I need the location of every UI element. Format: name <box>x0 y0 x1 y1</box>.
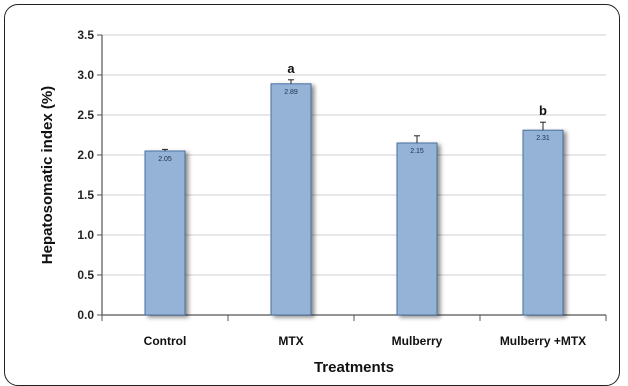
bar <box>396 142 438 316</box>
y-tick-label: 2.0 <box>77 148 94 162</box>
x-tick-label: Mulberry +MTX <box>500 334 586 348</box>
data-label: 2.31 <box>536 135 550 142</box>
bar <box>270 83 312 316</box>
y-tick-labels: 0.0 0.5 1.0 1.5 2.0 2.5 3.0 3.5 <box>77 28 94 322</box>
y-tick-label: 0.5 <box>77 268 94 282</box>
x-tick-label: Control <box>144 334 187 348</box>
x-tick-label: Mulberry <box>392 334 443 348</box>
significance-label: b <box>539 103 547 118</box>
x-tick-labels: Control MTX Mulberry Mulberry +MTX <box>144 334 587 348</box>
data-label: 2.89 <box>284 89 298 96</box>
y-tick-label: 1.0 <box>77 228 94 242</box>
bar-chart: 0.00.51.01.52.02.53.03.5 2.052.89a2.152.… <box>39 28 607 374</box>
y-tick-label: 2.5 <box>77 108 94 122</box>
y-tick-label: 3.0 <box>77 68 94 82</box>
significance-label: a <box>287 61 295 76</box>
axes <box>97 34 607 321</box>
y-tick-label: 1.5 <box>77 188 94 202</box>
y-tick-label: 0.0 <box>77 308 94 322</box>
y-tick-label: 3.5 <box>77 28 94 42</box>
x-tick-label: MTX <box>278 334 303 348</box>
bars: 2.05 2.89 a 2.15 2.31 b <box>144 61 564 316</box>
bar <box>144 150 186 316</box>
bar <box>522 129 564 316</box>
data-label: 2.05 <box>158 156 172 163</box>
data-label: 2.15 <box>410 148 424 155</box>
y-axis-title: Hepatosomatic index (%) <box>39 86 56 264</box>
x-axis-title: Treatments <box>314 359 394 374</box>
grid-lines <box>102 34 606 276</box>
